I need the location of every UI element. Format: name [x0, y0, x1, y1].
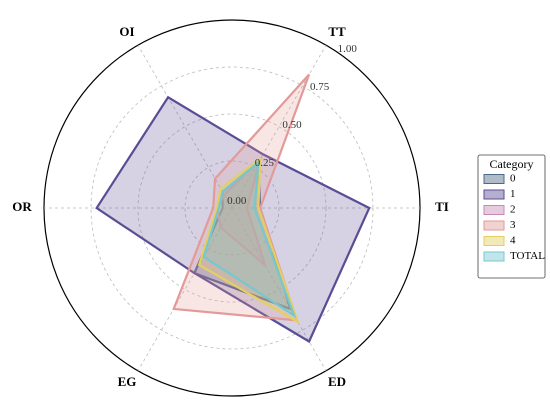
series-area	[202, 159, 297, 319]
legend-swatch	[483, 220, 505, 231]
legend-label: 1	[510, 188, 516, 200]
grid-circle	[184, 160, 280, 256]
axis-label: TT	[328, 24, 346, 39]
legend-box	[477, 154, 546, 279]
radial-tick-label: 0.25	[255, 157, 275, 169]
grid-circle	[137, 113, 327, 303]
radial-tick-label: 0.50	[282, 119, 302, 131]
spoke	[137, 44, 233, 209]
legend-swatch	[483, 205, 505, 215]
spoke	[137, 207, 233, 372]
legend-swatch	[483, 236, 505, 246]
legend-label: TOTAL	[510, 250, 545, 262]
spoke	[231, 207, 327, 372]
series-area	[95, 95, 371, 344]
legend-label: 4	[510, 235, 516, 247]
axis-label: OI	[119, 24, 134, 39]
axis-label: EG	[118, 374, 137, 389]
axis-label: OR	[12, 199, 32, 214]
legend-label: 2	[510, 204, 516, 216]
legend-label: 3	[510, 219, 516, 231]
legend-swatch	[483, 189, 505, 200]
series-area	[197, 156, 300, 325]
legend: Category 0 1 2 3 4 TOTAL	[477, 154, 546, 279]
axis-label: ED	[328, 374, 346, 389]
legend-label: 0	[510, 173, 516, 185]
radial-tick-label: 1.00	[338, 43, 358, 55]
radial-tick-label: 0.75	[310, 81, 330, 93]
spoke	[231, 44, 327, 209]
axis-label: TI	[435, 199, 449, 214]
legend-title: Category	[490, 157, 534, 171]
legend-swatch	[483, 174, 505, 184]
radial-tick-label: 0.00	[227, 195, 247, 207]
legend-swatch	[483, 251, 505, 262]
